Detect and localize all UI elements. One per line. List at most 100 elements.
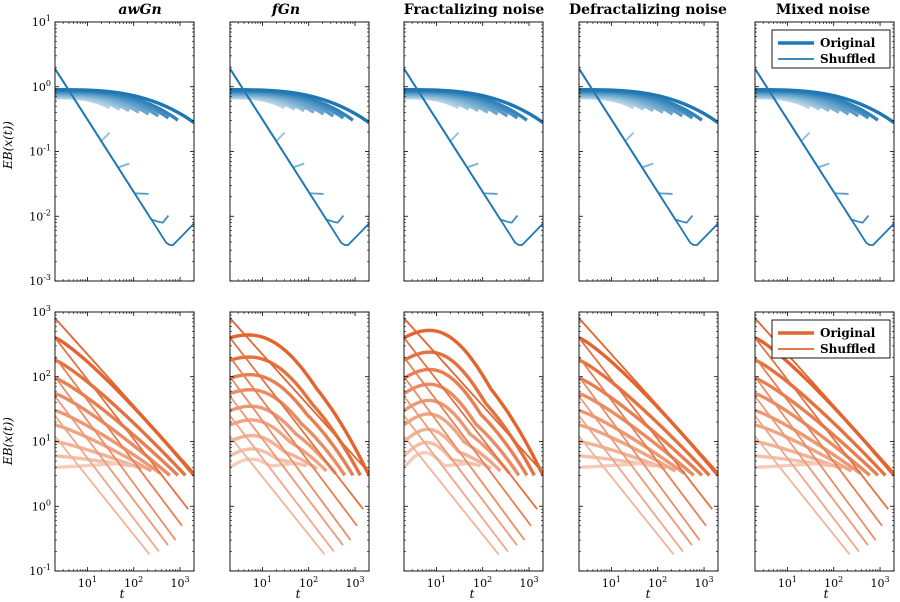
original-series [55,336,194,477]
shuffled-series [55,415,160,553]
shuffled-series [55,68,130,169]
original-series [230,333,369,477]
shuffled-series [404,317,543,474]
shuffled-series [230,317,369,474]
original-series [755,423,853,473]
original-series [230,88,369,124]
shuffled-series [230,68,305,169]
shuffled-series [579,395,693,546]
legend-label-original: Original [820,326,876,340]
original-series [230,404,337,475]
panel-bottom-2: 101 102 103 [403,311,544,590]
shuffled-series [404,435,500,556]
axes-frame [229,21,370,282]
shuffled-series [230,435,326,556]
original-series [755,88,894,124]
xlabel-defractalizing: t [646,587,651,601]
legend-box [771,319,891,359]
shuffled-series [579,68,654,169]
panel-bottom-1: 101 102 103 [229,311,370,590]
panel-top-2 [403,21,544,282]
original-series [579,376,704,477]
original-series [55,88,194,124]
legend-box [771,29,891,69]
original-series [404,412,502,473]
panel-bottom-4: 101 102 103 Original Shuffled [754,311,895,590]
original-series [55,358,187,477]
xtick-label: 101 [778,575,797,590]
xtick-label: 102 [124,575,143,590]
shuffled-series [55,356,183,527]
shuffled-series [755,395,869,546]
original-series [230,418,328,473]
original-series [404,382,521,477]
shuffled-series [755,435,851,556]
plot-area [230,317,369,556]
original-series [230,372,355,477]
xlabel-mixed: t [824,587,829,601]
shuffled-series [579,68,673,195]
shuffled-series [579,68,718,246]
ylabel-bottom: EB(x(t)) [1,417,15,466]
original-series [579,88,718,124]
panels: 10-310-210-1100101OriginalShuffled10-110… [29,14,895,590]
panel-top-3 [578,21,719,282]
axes-frame [54,21,195,282]
original-series [55,461,120,469]
ytick-label: 100 [32,79,51,94]
original-series [579,461,644,469]
xlabel-fgn: t [296,587,301,601]
xtick-label: 102 [299,575,318,590]
shuffled-series [404,376,526,541]
original-series [579,423,677,473]
panel-title-mixed: Mixed noise [776,2,870,18]
shuffled-series [55,317,194,474]
shuffled-series [404,415,509,553]
axes-frame [403,21,544,282]
xtick-label: 103 [520,575,539,590]
shuffled-series [755,68,894,246]
legend-label-shuffled: Shuffled [820,52,876,66]
shuffled-series [755,68,830,169]
xtick-label: 103 [695,575,714,590]
plot-area [404,317,543,556]
xtick-label: 102 [824,575,843,590]
original-series [55,376,180,477]
panel-title-awgn: awGn [118,2,161,18]
shuffled-series [755,68,849,195]
shuffled-series [579,435,675,556]
plot-area [55,68,194,246]
shuffled-series [755,337,889,510]
shuffled-series [55,68,149,195]
original-series [55,408,162,475]
plot-area [579,317,718,556]
xtick-label: 103 [871,575,890,590]
shuffled-series [404,337,538,510]
shuffled-series [579,356,707,527]
shuffled-series [230,376,352,541]
xtick-label: 102 [473,575,492,590]
shuffled-series [404,68,543,246]
original-series [579,358,711,477]
shuffled-series [55,376,177,541]
shuffled-series [404,356,532,527]
xlabel-awgn: t [120,587,125,601]
shuffled-series [55,337,189,510]
original-series [755,376,880,477]
shuffled-series [579,376,701,541]
legend-label-original: Original [820,36,876,50]
panel-top-4: Original Shuffled [754,21,895,282]
plot-area [230,68,369,246]
shuffled-series [230,337,364,510]
xtick-label: 101 [78,575,97,590]
original-series [230,433,318,471]
xlabel-fractalizing: t [470,587,475,601]
plot-area [755,68,894,246]
xtick-label: 101 [427,575,446,590]
axes-frame [578,21,719,282]
ylabel-top: EB(x(t)) [1,121,15,170]
panel-title-defractalizing: Defractalizing noise [569,2,727,18]
panel-bottom-3: 101 102 103 [578,311,719,590]
plot-area [755,317,894,556]
